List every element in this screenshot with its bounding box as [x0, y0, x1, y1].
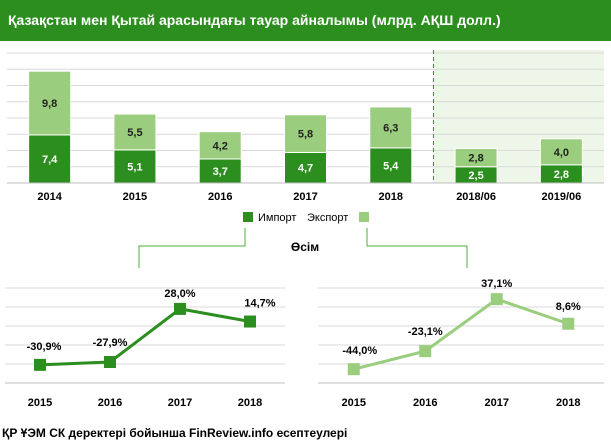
export-bar: [539, 138, 583, 166]
x-tick-label: 2019/06: [541, 191, 581, 203]
import-growth-chart: -30,9% 2015 -27,9% 2016 28,0% 2017 14,7% 2018: [5, 287, 285, 409]
legend: Импорт Экспорт: [243, 212, 369, 224]
x-tick-label: 2018: [379, 191, 403, 203]
x-tick-label: 2017: [293, 191, 317, 203]
export-bar: [198, 131, 242, 160]
import-value-label: 3,7: [213, 166, 228, 178]
data-point: [490, 293, 503, 306]
legend-swatch-export: [359, 212, 369, 222]
export-growth-chart: -44,0% 2015 -23,1% 2016 37,1% 2017 8,6% 2018: [318, 278, 604, 409]
source-note: ҚР ҰЭМ СК деректері бойынша FinReview.in…: [2, 426, 348, 440]
export-value-label: 5,5: [127, 127, 142, 139]
data-label: 37,1%: [481, 278, 512, 290]
export-value-label: 4,2: [213, 140, 228, 152]
x-tick-label: 2015: [342, 397, 366, 409]
x-tick-label: 2018/06: [456, 191, 496, 203]
import-value-label: 5,1: [127, 161, 142, 173]
title-bar: Қазақстан мен Қытай арасындағы тауар айн…: [0, 0, 611, 41]
x-tick-label: 2017: [485, 397, 509, 409]
import-value-label: 7,4: [42, 154, 58, 166]
export-bar: [369, 106, 413, 149]
import-value-label: 2,5: [468, 170, 483, 182]
import-bar: [284, 151, 327, 184]
import-value-label: 5,4: [383, 160, 399, 172]
x-tick-label: 2018: [556, 397, 580, 409]
data-label: 14,7%: [244, 298, 275, 310]
export-bar: [454, 148, 498, 168]
export-value-label: 9,8: [42, 98, 57, 110]
data-point: [174, 302, 186, 315]
x-tick-label: 2016: [413, 397, 437, 409]
data-point: [34, 358, 46, 371]
export-bar: [113, 113, 157, 151]
x-tick-label: 2016: [208, 191, 232, 203]
export-bar: [28, 70, 72, 136]
growth-label: Өсім: [291, 240, 319, 254]
import-value-label: 4,7: [298, 163, 313, 175]
x-tick-label: 2016: [98, 397, 122, 409]
data-label: -30,9%: [27, 341, 62, 353]
data-label: 8,6%: [556, 301, 581, 313]
data-label: -44,0%: [342, 345, 377, 357]
x-tick-label: 2014: [37, 191, 62, 203]
chart-title: Қазақстан мен Қытай арасындағы тауар айн…: [8, 12, 501, 28]
data-point: [347, 363, 360, 376]
data-point: [419, 345, 432, 358]
legend-swatch-import: [243, 212, 253, 222]
data-label: -27,9%: [93, 337, 128, 349]
legend-label-import: Импорт: [258, 212, 296, 224]
x-tick-label: 2017: [168, 397, 192, 409]
bracket-right: [366, 228, 468, 268]
export-value-label: 2,8: [468, 153, 483, 165]
x-tick-label: 2015: [28, 397, 52, 409]
legend-label-export: Экспорт: [307, 212, 348, 224]
data-label: 28,0%: [164, 288, 195, 300]
data-label: -23,1%: [408, 326, 443, 338]
bar-chart: 7,4 9,8 2014 5,1 5,5 2015 3,7 4,2 2016 4,7 5,8 2017…: [7, 50, 604, 203]
x-tick-label: 2015: [123, 191, 147, 203]
import-value-label: 2,8: [554, 169, 569, 181]
data-point: [562, 317, 575, 330]
export-value-label: 5,8: [298, 129, 313, 141]
data-point: [244, 315, 256, 328]
x-tick-label: 2018: [238, 397, 262, 409]
growth-line: [39, 307, 251, 367]
data-point: [104, 356, 116, 369]
growth-bracket: Өсім: [138, 228, 468, 268]
bracket-left: [138, 228, 246, 268]
growth-line: [353, 297, 569, 371]
export-value-label: 4,0: [554, 147, 569, 159]
export-value-label: 6,3: [383, 122, 398, 134]
export-bar: [284, 114, 327, 153]
